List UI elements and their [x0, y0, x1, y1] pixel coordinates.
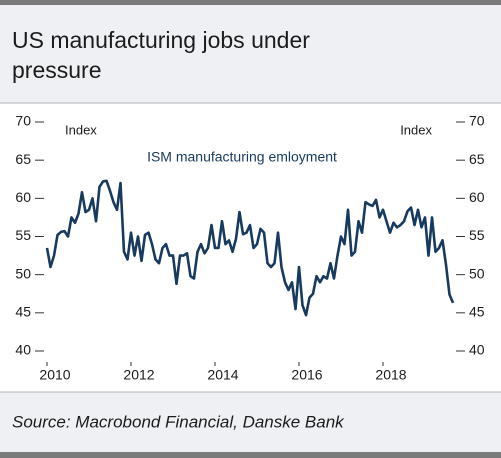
y-tick-label: 50 — [15, 265, 31, 281]
y2-tick-label: 40 — [469, 342, 485, 358]
y2-tick-label: 55 — [469, 227, 485, 243]
y2-tick-label: 50 — [469, 265, 485, 281]
y2-tick-label: 65 — [469, 151, 485, 167]
y2-tick-label: 60 — [469, 189, 485, 205]
chart-title: US manufacturing jobs under pressure — [12, 27, 310, 83]
top-bar — [0, 0, 501, 5]
x-tick-label: 2018 — [375, 367, 406, 383]
y-tick-label: 70 — [15, 113, 31, 129]
y2-axis-label: Index — [400, 122, 432, 137]
x-tick-label: 2010 — [39, 367, 70, 383]
x-tick-label: 2012 — [123, 367, 154, 383]
source-background — [0, 392, 501, 452]
source: Source: Macrobond Financial, Danske Bank — [12, 412, 345, 431]
y-tick-label: 60 — [15, 189, 31, 205]
legend-entry: ISM manufacturing emloyment — [147, 149, 337, 165]
y-tick-label: 55 — [15, 227, 31, 243]
y-tick-label: 40 — [15, 342, 31, 358]
y2-tick-label: 45 — [469, 304, 485, 320]
y-tick-label: 65 — [15, 151, 31, 167]
x-tick-label: 2014 — [207, 367, 238, 383]
x-tick-label: 2016 — [291, 367, 322, 383]
y-axis-label: Index — [65, 122, 97, 137]
line — [45, 179, 455, 317]
title-background — [0, 5, 501, 103]
y2-tick-label: 70 — [469, 113, 485, 129]
y-tick-label: 45 — [15, 304, 31, 320]
bottom-bar — [0, 452, 501, 458]
